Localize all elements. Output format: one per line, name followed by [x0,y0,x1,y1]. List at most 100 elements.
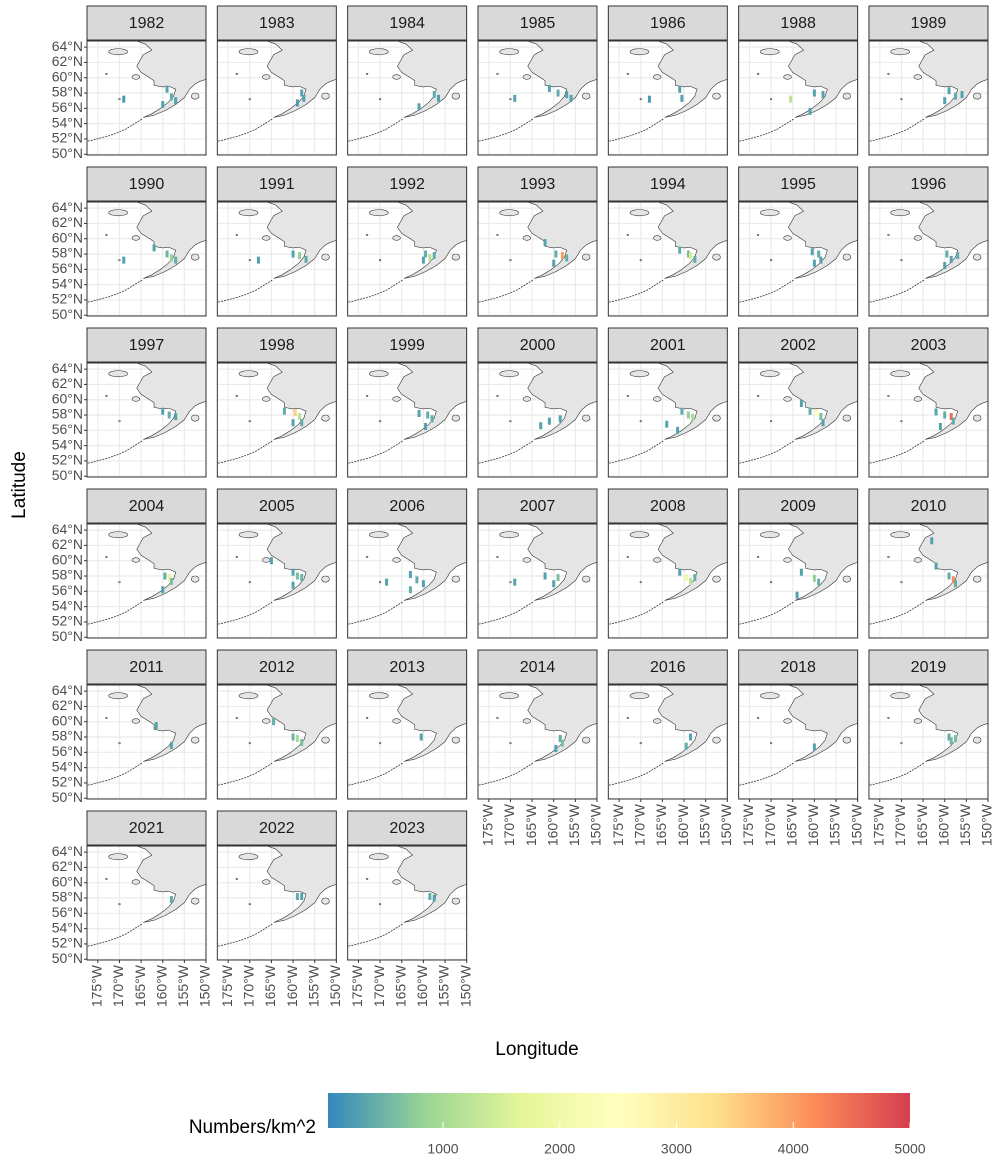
density-cell [169,254,173,262]
island [131,557,141,563]
island [842,253,852,261]
facet-title: 2003 [911,337,947,354]
panel-border [738,523,859,639]
island [900,420,903,423]
island [769,742,773,745]
y-tick-label: 54°N [52,275,83,291]
y-tick-label: 50°N [52,145,83,161]
island [238,692,259,700]
panel-border [347,40,468,156]
x-tick-label: 170°W [762,803,778,846]
y-tick-label: 56°N [52,99,83,115]
island [522,557,532,563]
y-tick-label: 64°N [52,843,83,859]
island [760,209,780,217]
density-cell [676,426,680,434]
island [756,716,760,719]
island [378,903,382,906]
island [365,716,369,719]
island [235,72,238,75]
map-layer [608,363,728,464]
density-cell [947,733,951,741]
aleutians [608,762,664,786]
y-tick-label: 62°N [52,697,83,713]
facet-title: 2002 [780,337,816,354]
strip [607,327,728,363]
aleutians [217,279,273,303]
density-cell [693,574,697,582]
strip [868,5,989,41]
island [392,74,401,80]
y-tick-label: 50°N [52,306,83,322]
density-cell [951,576,955,584]
y-tick-label: 60°N [52,551,83,567]
strip [607,166,728,202]
density-cell [815,409,819,417]
panel-border [477,684,598,800]
y-tick-label: 60°N [52,390,83,406]
aleutians [868,762,925,786]
strip [868,166,989,202]
y-tick-label: 58°N [52,406,83,422]
island [262,396,271,402]
density-cell [169,896,173,904]
land [657,41,728,118]
y-tick-label: 64°N [52,521,83,537]
island [582,92,591,100]
x-tick-label: 160°W [153,964,169,1007]
panel-border [738,201,859,317]
x-tick-label: 165°W [262,964,278,1007]
island [365,233,369,236]
density-cell [819,413,823,421]
panel-border [216,523,337,639]
density-cell [291,250,295,258]
facet-title: 2011 [129,659,164,676]
density-cell [424,423,428,431]
island [626,394,629,397]
island [262,879,271,885]
island [238,209,259,217]
island [626,233,629,236]
aleutians [217,118,273,142]
island [582,736,591,744]
x-tick-label: 170°W [892,803,908,846]
density-cell [949,255,953,263]
aleutians [738,762,794,786]
y-tick-label: 54°N [52,758,83,774]
island [248,259,251,262]
map-layer [217,363,337,464]
island [238,853,259,861]
strip [607,649,728,685]
x-tick-label: 175°W [89,964,105,1007]
strip [738,327,859,363]
land [266,41,337,118]
strip [738,488,859,524]
density-cell [432,894,436,902]
island [887,394,890,397]
island [639,98,642,101]
island [451,736,461,744]
density-cell [293,409,297,417]
facet-title: 1999 [389,337,425,354]
density-cell [513,578,517,586]
island [639,259,642,262]
map-layer [868,202,988,303]
density-cell [812,574,816,582]
x-tick-label: 160°W [675,803,691,846]
x-tick-label: 155°W [175,964,191,1007]
island [451,575,461,583]
aleutians [217,601,273,625]
density-cell [799,568,803,576]
colorbar-tick-label: 4000 [778,1141,809,1157]
y-tick-label: 60°N [52,229,83,245]
land [136,363,206,440]
map-layer [477,685,597,786]
strip [477,488,598,524]
density-cell [808,107,812,115]
density-cell [302,94,306,102]
island [262,557,271,563]
island [378,259,382,262]
island [248,742,251,745]
island [262,235,271,241]
land [918,685,988,762]
